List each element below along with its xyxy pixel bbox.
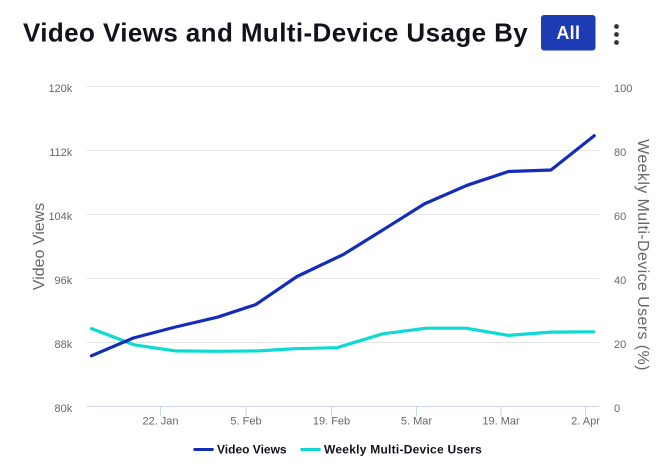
svg-text:60: 60 (614, 211, 626, 223)
svg-text:Weekly Multi-Device Users: Weekly Multi-Device Users (324, 443, 482, 457)
svg-text:120k: 120k (48, 83, 72, 95)
svg-text:19. Feb: 19. Feb (313, 416, 350, 428)
svg-text:All: All (556, 23, 580, 43)
svg-text:80k: 80k (55, 403, 73, 415)
svg-text:22. Jan: 22. Jan (142, 416, 178, 428)
svg-text:88k: 88k (55, 339, 73, 351)
svg-text:5. Mar: 5. Mar (401, 416, 433, 428)
svg-text:112k: 112k (49, 147, 73, 159)
svg-text:100: 100 (614, 83, 632, 95)
svg-text:2. Apr: 2. Apr (571, 416, 600, 428)
svg-text:104k: 104k (48, 211, 72, 223)
svg-text:Video Views: Video Views (31, 203, 48, 290)
svg-text:19. Mar: 19. Mar (482, 416, 520, 428)
svg-text:Video Views and Multi-Device U: Video Views and Multi-Device Usage By (23, 18, 528, 48)
svg-text:Video Views: Video Views (217, 443, 287, 457)
svg-text:5. Feb: 5. Feb (230, 416, 261, 428)
svg-text:96k: 96k (55, 275, 73, 287)
svg-text:40: 40 (614, 275, 626, 287)
svg-text:20: 20 (614, 339, 626, 351)
svg-text:80: 80 (614, 147, 626, 159)
svg-text:Weekly Multi-Device Users (%): Weekly Multi-Device Users (%) (634, 139, 651, 371)
svg-text:0: 0 (614, 403, 620, 415)
